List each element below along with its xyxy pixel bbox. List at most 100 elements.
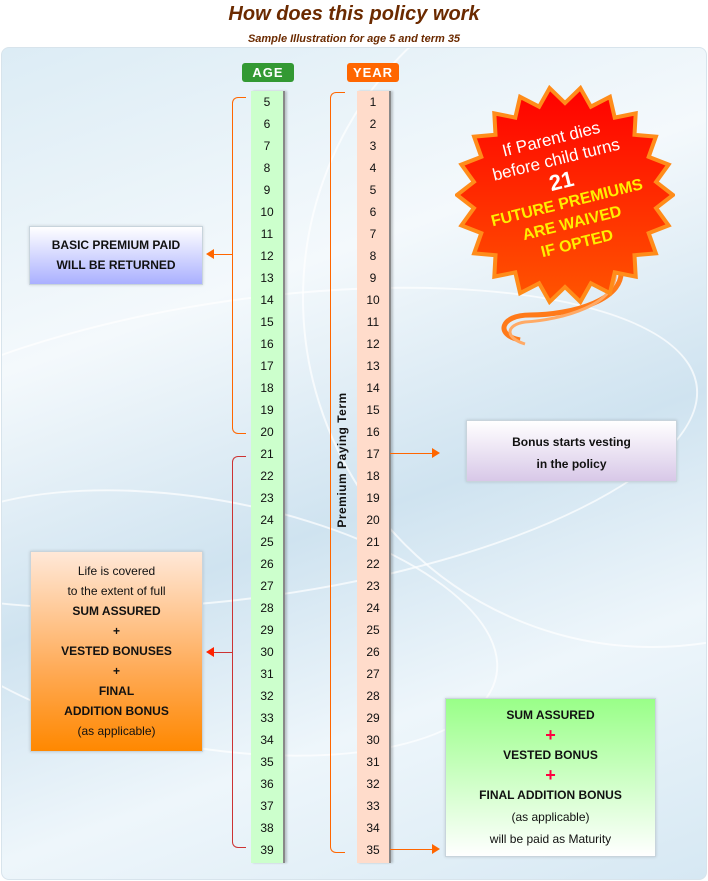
age-cell: 15 [260,315,274,329]
starburst-badge [455,85,675,305]
year-cell: 17 [366,447,380,461]
year-cell: 5 [369,183,377,197]
age-cell: 33 [260,711,274,725]
life-cover-box: Life is covered to the extent of full SU… [30,551,203,752]
year-cell: 15 [366,403,380,417]
year-cell: 11 [366,315,380,329]
year-cell: 13 [366,359,380,373]
year-cell: 6 [369,205,377,219]
year-cell: 31 [366,755,380,769]
year-cell: 21 [366,535,380,549]
year-cell: 26 [366,645,380,659]
maturity-line: (as applicable) [511,810,590,824]
age-cell: 16 [260,337,274,351]
plus-sign: + [545,725,556,745]
age-cell: 38 [260,821,274,835]
maturity-line: FINAL ADDITION BONUS [479,788,622,802]
age-cell: 36 [260,777,274,791]
year-cell: 12 [366,337,380,351]
starburst-shape [455,85,675,305]
age-cell: 9 [263,183,271,197]
age-cell: 10 [260,205,274,219]
year-cell: 4 [369,161,377,175]
age-cell: 5 [263,95,271,109]
age-cell: 30 [260,645,274,659]
year-cell: 32 [366,777,380,791]
age-cell: 21 [260,447,274,461]
premium-term-bracket [330,92,345,853]
maturity-line: will be paid as Maturity [489,832,612,846]
arrow-right-icon [390,844,440,854]
year-cell: 10 [366,293,380,307]
year-header: YEAR [347,63,399,82]
year-cell: 1 [369,95,377,109]
age-cell: 22 [260,469,274,483]
age-cell: 27 [260,579,274,593]
year-cell: 35 [366,843,380,857]
year-cell: 14 [366,381,380,395]
bonus-vesting-box: Bonus starts vesting in the policy [466,420,677,482]
age-cell: 12 [260,249,274,263]
year-cell: 9 [369,271,377,285]
year-cell: 28 [366,689,380,703]
life-cover-line: to the extent of full [67,584,166,598]
year-cell: 8 [369,249,377,263]
basic-premium-line1: BASIC PREMIUM PAID [51,238,181,252]
age-cell: 31 [260,667,274,681]
year-cell: 7 [369,227,377,241]
page-title: How does this policy work [228,3,480,25]
arrow-left-icon [206,647,232,657]
age-cell: 8 [263,161,271,175]
age-header: AGE [242,63,294,82]
age-cell: 11 [260,227,274,241]
year-cell: 23 [366,579,380,593]
age-cell: 20 [260,425,274,439]
age-bracket-21-39 [232,456,246,848]
plus-sign: + [112,624,120,638]
year-cell: 33 [366,799,380,813]
age-cell: 19 [260,403,274,417]
age-cell: 25 [260,535,274,549]
age-cell: 17 [260,359,274,373]
age-cell: 7 [263,139,271,153]
bonus-vesting-line1: Bonus starts vesting [512,435,631,449]
age-cell: 6 [263,117,271,131]
age-cell: 18 [260,381,274,395]
age-cell: 35 [260,755,274,769]
year-cell: 2 [369,117,377,131]
year-cell: 29 [366,711,380,725]
year-cell: 25 [366,623,380,637]
age-cell: 32 [260,689,274,703]
year-cell: 20 [366,513,380,527]
age-column: 5 6 7 8 9 10 11 12 13 14 15 16 17 18 19 20 21 22 23 24 25 26 2… [251,91,285,863]
life-cover-line: SUM ASSURED [72,604,161,618]
bonus-vesting-line2: in the policy [536,457,607,471]
plus-sign: + [112,664,120,678]
year-cell: 3 [369,139,377,153]
year-cell: 24 [366,601,380,615]
age-cell: 28 [260,601,274,615]
maturity-line: SUM ASSURED [506,708,595,722]
life-cover-line: FINAL [98,684,135,698]
year-cell: 19 [366,491,380,505]
arrow-left-icon [206,249,232,259]
maturity-box: SUM ASSURED + VESTED BONUS + FINAL ADDIT… [445,698,656,857]
basic-premium-box: BASIC PREMIUM PAID WILL BE RETURNED [29,226,203,285]
age-cell: 26 [260,557,274,571]
year-cell: 16 [366,425,380,439]
life-cover-line: Life is covered [77,564,156,578]
age-cell: 23 [260,491,274,505]
life-cover-line: (as applicable) [77,724,156,738]
age-cell: 39 [260,843,274,857]
basic-premium-line2: WILL BE RETURNED [56,258,176,272]
year-column: 1 2 3 4 5 6 7 8 9 10 11 12 13 14 15 16 17 18 19 20 21 22 23 24 2… [357,91,391,863]
arrow-right-icon [390,448,440,458]
year-cell: 22 [366,557,380,571]
maturity-line: VESTED BONUS [503,748,598,762]
age-cell: 13 [260,271,274,285]
age-cell: 34 [260,733,274,747]
age-cell: 29 [260,623,274,637]
life-cover-line: VESTED BONUSES [61,644,172,658]
age-bracket-5-20 [232,97,246,434]
year-cell: 34 [366,821,380,835]
